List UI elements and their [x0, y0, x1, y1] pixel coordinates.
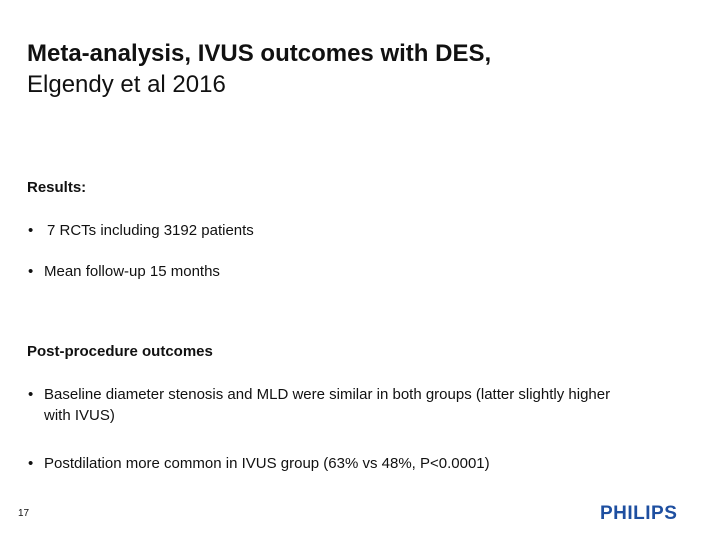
philips-logo: PHILIPS — [600, 503, 678, 524]
bullet-glyph: • — [28, 455, 34, 472]
slide-title-line2: Elgendy et al 2016 — [27, 71, 226, 98]
slide-title: Meta-analysis, IVUS outcomes with DES, E… — [27, 38, 687, 100]
bullet-text: Postdilation more common in IVUS group (… — [44, 455, 490, 472]
results-bullet: • Mean follow-up 15 months — [28, 261, 668, 282]
post-procedure-bullet: • Baseline diameter stenosis and MLD wer… — [28, 384, 628, 426]
bullet-glyph: • — [28, 386, 34, 403]
bullet-glyph: • — [28, 263, 34, 280]
slide-title-line1: Meta-analysis, IVUS outcomes with DES, — [27, 40, 492, 67]
post-procedure-heading: Post-procedure outcomes — [27, 343, 213, 360]
post-procedure-bullet: • Postdilation more common in IVUS group… — [28, 453, 668, 474]
results-bullet: • 7 RCTs including 3192 patients — [28, 220, 668, 241]
bullet-text: Baseline diameter stenosis and MLD were … — [44, 386, 611, 424]
results-heading: Results: — [27, 179, 87, 196]
bullet-text: Mean follow-up 15 months — [44, 263, 220, 280]
bullet-text: 7 RCTs including 3192 patients — [47, 222, 254, 239]
bullet-glyph: • — [28, 222, 34, 239]
page-number: 17 — [18, 508, 30, 519]
